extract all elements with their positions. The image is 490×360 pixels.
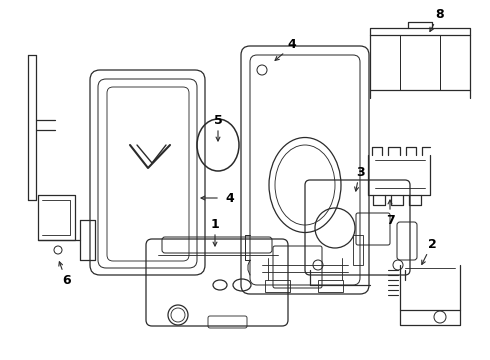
Text: 4: 4 — [288, 39, 296, 51]
Text: 2: 2 — [428, 238, 437, 252]
Text: 4: 4 — [225, 192, 234, 204]
Text: 6: 6 — [63, 274, 72, 287]
Text: 8: 8 — [436, 9, 444, 22]
Text: 5: 5 — [214, 113, 222, 126]
Text: 1: 1 — [211, 219, 220, 231]
Bar — [265, 280, 290, 292]
Text: 3: 3 — [356, 166, 364, 179]
Bar — [318, 280, 343, 292]
Text: 7: 7 — [386, 213, 394, 226]
Bar — [353, 235, 363, 265]
